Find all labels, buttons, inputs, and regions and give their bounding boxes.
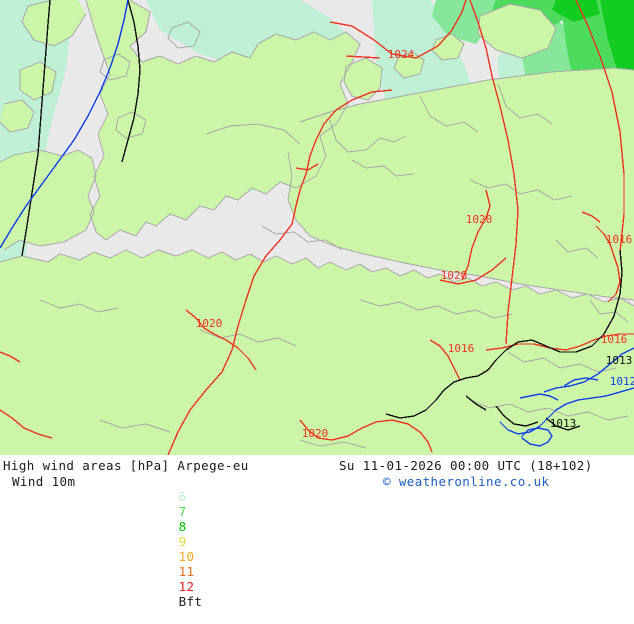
isobars-low — [0, 0, 634, 447]
footer-subtitle: Wind 10m — [12, 474, 76, 489]
weather-map-page: 1024 1020 1020 1020 1020 1016 1016 1016 … — [0, 0, 634, 609]
bft-step-11: 11 — [178, 564, 195, 579]
isobar-label: 1020 — [302, 427, 329, 440]
bft-step-9: 9 — [178, 534, 187, 549]
high-wind-areas-map[interactable]: 1024 1020 1020 1020 1020 1016 1016 1016 … — [0, 0, 634, 455]
coastlines — [0, 0, 634, 449]
isobar-label: 1013 — [550, 417, 577, 430]
isobar-label: 1020 — [196, 317, 223, 330]
isobar-label: 1016 — [601, 333, 628, 346]
bft-step-10: 10 — [178, 549, 195, 564]
isobar-labels: 1024 1020 1020 1020 1020 1016 1016 1016 … — [196, 48, 634, 440]
forecast-timestamp: Su 11-01-2026 00:00 UTC (18+102) — [339, 458, 593, 473]
footer-title: High wind areas [hPa] Arpege-eu — [3, 458, 249, 473]
bft-step-12: 12 — [178, 579, 195, 594]
bft-step-6: 6 — [178, 489, 187, 504]
isobar-label: 1020 — [441, 269, 468, 282]
isobar-label: 1012 — [610, 375, 634, 388]
beaufort-scale-legend: 6 7 8 9 10 11 12 Bft — [130, 474, 203, 624]
isobar-label: 1020 — [466, 213, 493, 226]
isobars-high — [0, 0, 634, 455]
isobar-label: 1024 — [388, 48, 415, 61]
copyright-link[interactable]: © weatheronline.co.uk — [383, 474, 550, 489]
map-footer: High wind areas [hPa] Arpege-eu Wind 10m… — [0, 455, 634, 609]
isobar-label: 1013 — [606, 354, 633, 367]
isobar-label: 1016 — [448, 342, 475, 355]
isobar-label: 1016 — [606, 233, 633, 246]
isobars-mid — [21, 0, 623, 431]
bft-unit-label: Bft — [178, 594, 203, 609]
bft-step-8: 8 — [178, 519, 187, 534]
bft-step-7: 7 — [178, 504, 187, 519]
